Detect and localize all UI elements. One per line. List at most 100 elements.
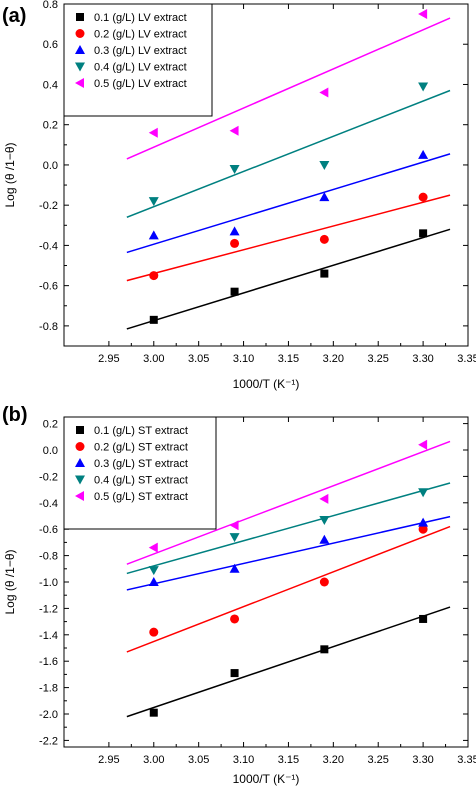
data-point — [319, 192, 330, 202]
fit-line — [126, 228, 451, 330]
data-point — [319, 87, 329, 98]
y-tick-label: -1.2 — [39, 603, 58, 615]
data-point — [149, 271, 159, 281]
y-tick-label: -0.6 — [39, 524, 58, 536]
chart-panel-b: (b) 2.95 3.00 3.05 3.10 3.15 3.20 3.25 3.30 3.35… — [2, 404, 476, 786]
legend-label: 0.5 (g/L) ST extract — [94, 491, 188, 503]
y-tick-label: -1.4 — [39, 630, 58, 642]
x-tick-label: 3.10 — [233, 353, 254, 365]
legend-b: 0.1 (g/L) ST extract 0.2 (g/L) ST extract… — [63, 416, 217, 530]
fit-line — [126, 606, 451, 718]
y-tick-label: 0.4 — [43, 79, 58, 91]
y-tick-label: -0.4 — [39, 498, 58, 510]
data-points-a — [148, 9, 429, 324]
axis-ticks-a: 2.95 3.00 3.05 3.10 3.15 3.20 3.25 3.30 3.35 -0.8… — [39, 0, 476, 365]
data-point — [418, 149, 429, 159]
data-point — [418, 439, 428, 450]
legend-a: 0.1 (g/L) LV extract 0.2 (g/L) LV extract… — [63, 3, 213, 117]
legend-marker — [75, 458, 85, 467]
x-tick-label: 3.00 — [143, 353, 164, 365]
data-points-b — [148, 439, 429, 717]
legend-box — [63, 3, 213, 117]
data-point — [229, 520, 239, 531]
data-point — [230, 669, 239, 678]
chart-panel-a: (a) 2.95 3.00 3.05 3.10 3.15 3.20 3.25 3.30 3.35… — [2, 0, 476, 391]
fit-line — [126, 17, 451, 160]
x-tick-label: 3.25 — [368, 353, 389, 365]
legend-marker — [75, 45, 85, 54]
legend-label: 0.4 (g/L) ST extract — [94, 475, 188, 487]
x-tick-label: 3.25 — [368, 754, 389, 766]
data-point — [149, 708, 158, 717]
data-point — [319, 515, 330, 525]
y-tick-label: -2.2 — [39, 735, 58, 747]
data-point — [230, 287, 239, 296]
data-point — [418, 9, 428, 20]
fit-line — [126, 89, 451, 218]
legend-marker — [75, 78, 84, 88]
fit-lines-a — [126, 17, 451, 330]
legend-label: 0.5 (g/L) LV extract — [94, 78, 187, 90]
legend-marker — [75, 475, 85, 485]
y-tick-label: -0.2 — [39, 200, 58, 212]
y-tick-label: -0.8 — [39, 551, 58, 563]
legend-label: 0.3 (g/L) ST extract — [94, 458, 188, 470]
x-tick-label: 3.15 — [278, 353, 299, 365]
y-tick-label: -1.8 — [39, 683, 58, 695]
data-point — [149, 627, 159, 637]
y-tick-label: 0.2 — [43, 120, 58, 132]
data-point — [319, 534, 330, 544]
y-tick-label: 0.8 — [43, 0, 58, 11]
data-point — [229, 164, 240, 174]
legend-label: 0.2 (g/L) LV extract — [94, 29, 187, 41]
legend-marker — [75, 442, 85, 451]
x-tick-label: 3.30 — [412, 353, 433, 365]
data-point — [230, 238, 240, 248]
panel-label-a: (a) — [2, 5, 26, 27]
data-point — [418, 524, 428, 534]
data-point — [148, 230, 159, 240]
data-point — [419, 614, 428, 623]
data-point — [148, 577, 159, 586]
legend-marker — [75, 62, 85, 72]
legend-label: 0.1 (g/L) LV extract — [94, 12, 187, 24]
data-point — [418, 192, 428, 202]
legend-label: 0.2 (g/L) ST extract — [94, 442, 188, 454]
data-point — [230, 614, 240, 624]
x-tick-label: 3.20 — [323, 754, 344, 766]
y-tick-label: 0.0 — [43, 160, 58, 172]
y-tick-label: -2.0 — [39, 709, 58, 721]
x-tick-label: 3.00 — [143, 754, 164, 766]
legend-label: 0.3 (g/L) LV extract — [94, 45, 187, 57]
legend-label: 0.1 (g/L) ST extract — [94, 425, 188, 437]
x-tick-label: 2.95 — [98, 353, 119, 365]
y-axis-title-a: Log (θ /1−θ) — [3, 142, 17, 207]
data-point — [418, 488, 429, 498]
legend-marker — [76, 426, 84, 434]
y-tick-label: -0.2 — [39, 471, 58, 483]
y-tick-label: -0.8 — [39, 321, 58, 333]
x-tick-label: 3.10 — [233, 754, 254, 766]
y-tick-label: -0.6 — [39, 281, 58, 293]
axis-ticks-b: 2.95 3.00 3.05 3.10 3.15 3.20 3.25 3.30 3.35 -2.2… — [39, 417, 476, 766]
x-tick-label: 3.35 — [457, 754, 476, 766]
fit-line — [126, 515, 451, 591]
legend-marker — [75, 491, 84, 501]
data-point — [148, 566, 159, 576]
x-tick-label: 3.15 — [278, 754, 299, 766]
fit-line — [126, 440, 451, 565]
y-tick-label: -1.0 — [39, 577, 58, 589]
x-tick-label: 3.20 — [323, 353, 344, 365]
data-point — [418, 517, 429, 527]
legend-marker — [76, 13, 84, 21]
x-axis-title-a: 1000/T (K⁻¹) — [233, 377, 300, 391]
legend-box — [63, 416, 217, 530]
y-tick-label: -0.4 — [39, 240, 58, 252]
data-point — [229, 125, 239, 136]
data-point — [148, 127, 158, 138]
data-point — [148, 197, 159, 207]
data-point — [149, 315, 158, 324]
x-tick-label: 3.05 — [188, 353, 209, 365]
y-axis-title-b: Log (θ /1−θ) — [3, 549, 17, 614]
